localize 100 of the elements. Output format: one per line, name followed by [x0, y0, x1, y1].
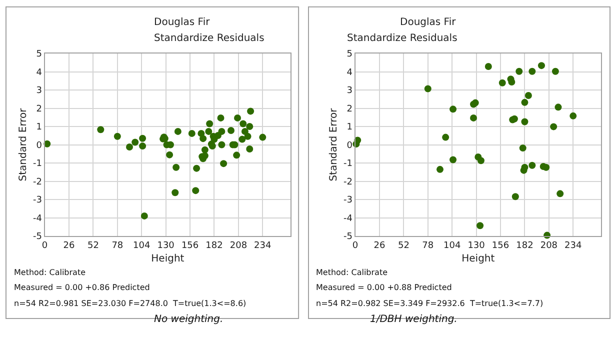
point	[516, 68, 523, 75]
y-tick-label: 1	[36, 122, 42, 133]
y-tick-label: -2	[343, 177, 352, 188]
point	[521, 98, 528, 106]
x-tick-label: 26	[63, 240, 76, 251]
text: Measured = 0.00 +0.88 Predicted	[316, 283, 452, 292]
x-axis-title: Height	[151, 253, 184, 264]
point	[166, 151, 174, 158]
y-tick-label: 0	[346, 140, 353, 151]
point	[174, 128, 182, 135]
point	[114, 132, 121, 140]
x-tick-label: 104	[133, 240, 150, 251]
point	[450, 156, 457, 164]
point	[570, 112, 577, 120]
x-tick-label: 182	[516, 240, 534, 251]
point	[512, 193, 519, 200]
x-tick-label: 234	[254, 240, 272, 251]
text: n=54 R2=0.982 SE=3.349 F=2932.6 T=true(1.3<=7.7)	[316, 299, 544, 308]
point	[246, 123, 254, 130]
point	[188, 130, 196, 137]
y-tick-label: -3	[343, 196, 352, 206]
point	[476, 222, 484, 230]
point	[498, 79, 506, 86]
x-tick-label: 104	[444, 240, 461, 251]
y-tick-label: -5	[343, 232, 352, 242]
y-tick-label: -2	[33, 177, 42, 188]
point	[424, 85, 432, 92]
point	[126, 143, 134, 150]
point	[470, 114, 478, 122]
point	[220, 160, 228, 168]
x-tick-label: 234	[564, 240, 582, 251]
point	[552, 68, 559, 75]
chart-subtitle: Standardize Residuals	[347, 33, 458, 44]
x-tick-label: 130	[157, 240, 175, 251]
point	[240, 120, 247, 128]
point	[205, 128, 212, 135]
point	[218, 128, 226, 135]
point	[519, 144, 526, 152]
y-tick-label: -1	[33, 159, 42, 170]
point	[524, 92, 532, 99]
x-tick-label: 78	[422, 240, 434, 251]
point	[192, 187, 200, 194]
y-tick-label: 5	[36, 50, 42, 60]
text: Measured = 0.00 +0.86 Predicted	[14, 283, 150, 292]
text: No weighting.	[154, 314, 224, 325]
point	[132, 138, 139, 146]
point	[484, 62, 492, 70]
x-tick-label: 52	[87, 240, 99, 251]
point	[228, 127, 235, 134]
y-tick-label: 4	[36, 68, 42, 78]
x-tick-label: 52	[398, 240, 410, 251]
point	[528, 162, 536, 169]
point	[538, 62, 545, 70]
chart-subtitle: Standardize Residuals	[154, 33, 264, 44]
point	[436, 166, 444, 173]
y-tick-label: 3	[36, 86, 42, 96]
point	[201, 146, 208, 154]
x-tick-label: 156	[181, 240, 199, 251]
text: Method: Calibrate	[316, 268, 388, 277]
point	[521, 118, 528, 126]
point	[233, 152, 240, 159]
y-tick-label: 2	[36, 104, 42, 114]
chart-title: Douglas Fir	[400, 17, 457, 28]
point	[450, 106, 457, 113]
point	[521, 164, 528, 171]
y-tick-label: -4	[343, 214, 353, 224]
point	[528, 68, 536, 75]
point	[193, 164, 200, 172]
y-tick-label: 4	[346, 68, 353, 78]
x-axis-title: Height	[462, 253, 495, 264]
x-tick-label: 78	[112, 240, 124, 251]
text: Method: Calibrate	[14, 268, 86, 277]
point	[139, 142, 146, 150]
text: 1/DBH weighting.	[370, 314, 458, 325]
y-tick-label: 1	[346, 122, 352, 133]
point	[259, 134, 266, 141]
point	[542, 164, 550, 171]
x-tick-label: 156	[492, 240, 510, 251]
point	[139, 134, 146, 142]
x-tick-label: 182	[206, 240, 223, 251]
y-tick-label: 5	[346, 50, 352, 60]
x-tick-label: 208	[540, 240, 558, 251]
point	[234, 114, 242, 122]
x-tick-label: 130	[468, 240, 486, 251]
x-tick-label: 208	[230, 240, 248, 251]
point	[556, 190, 564, 198]
y-tick-label: -5	[33, 232, 42, 242]
point	[200, 135, 207, 142]
y-tick-label: -1	[343, 159, 352, 170]
y-tick-label: -4	[33, 214, 42, 224]
y-tick-label: 0	[36, 140, 42, 151]
point	[244, 132, 252, 140]
point	[477, 157, 484, 164]
y-tick-label: 2	[346, 104, 352, 114]
point	[218, 141, 226, 148]
y-tick-label: 3	[346, 86, 352, 96]
point	[246, 145, 254, 152]
point	[206, 120, 214, 128]
y-axis-title: Standard Error	[18, 107, 30, 182]
point	[550, 123, 558, 130]
